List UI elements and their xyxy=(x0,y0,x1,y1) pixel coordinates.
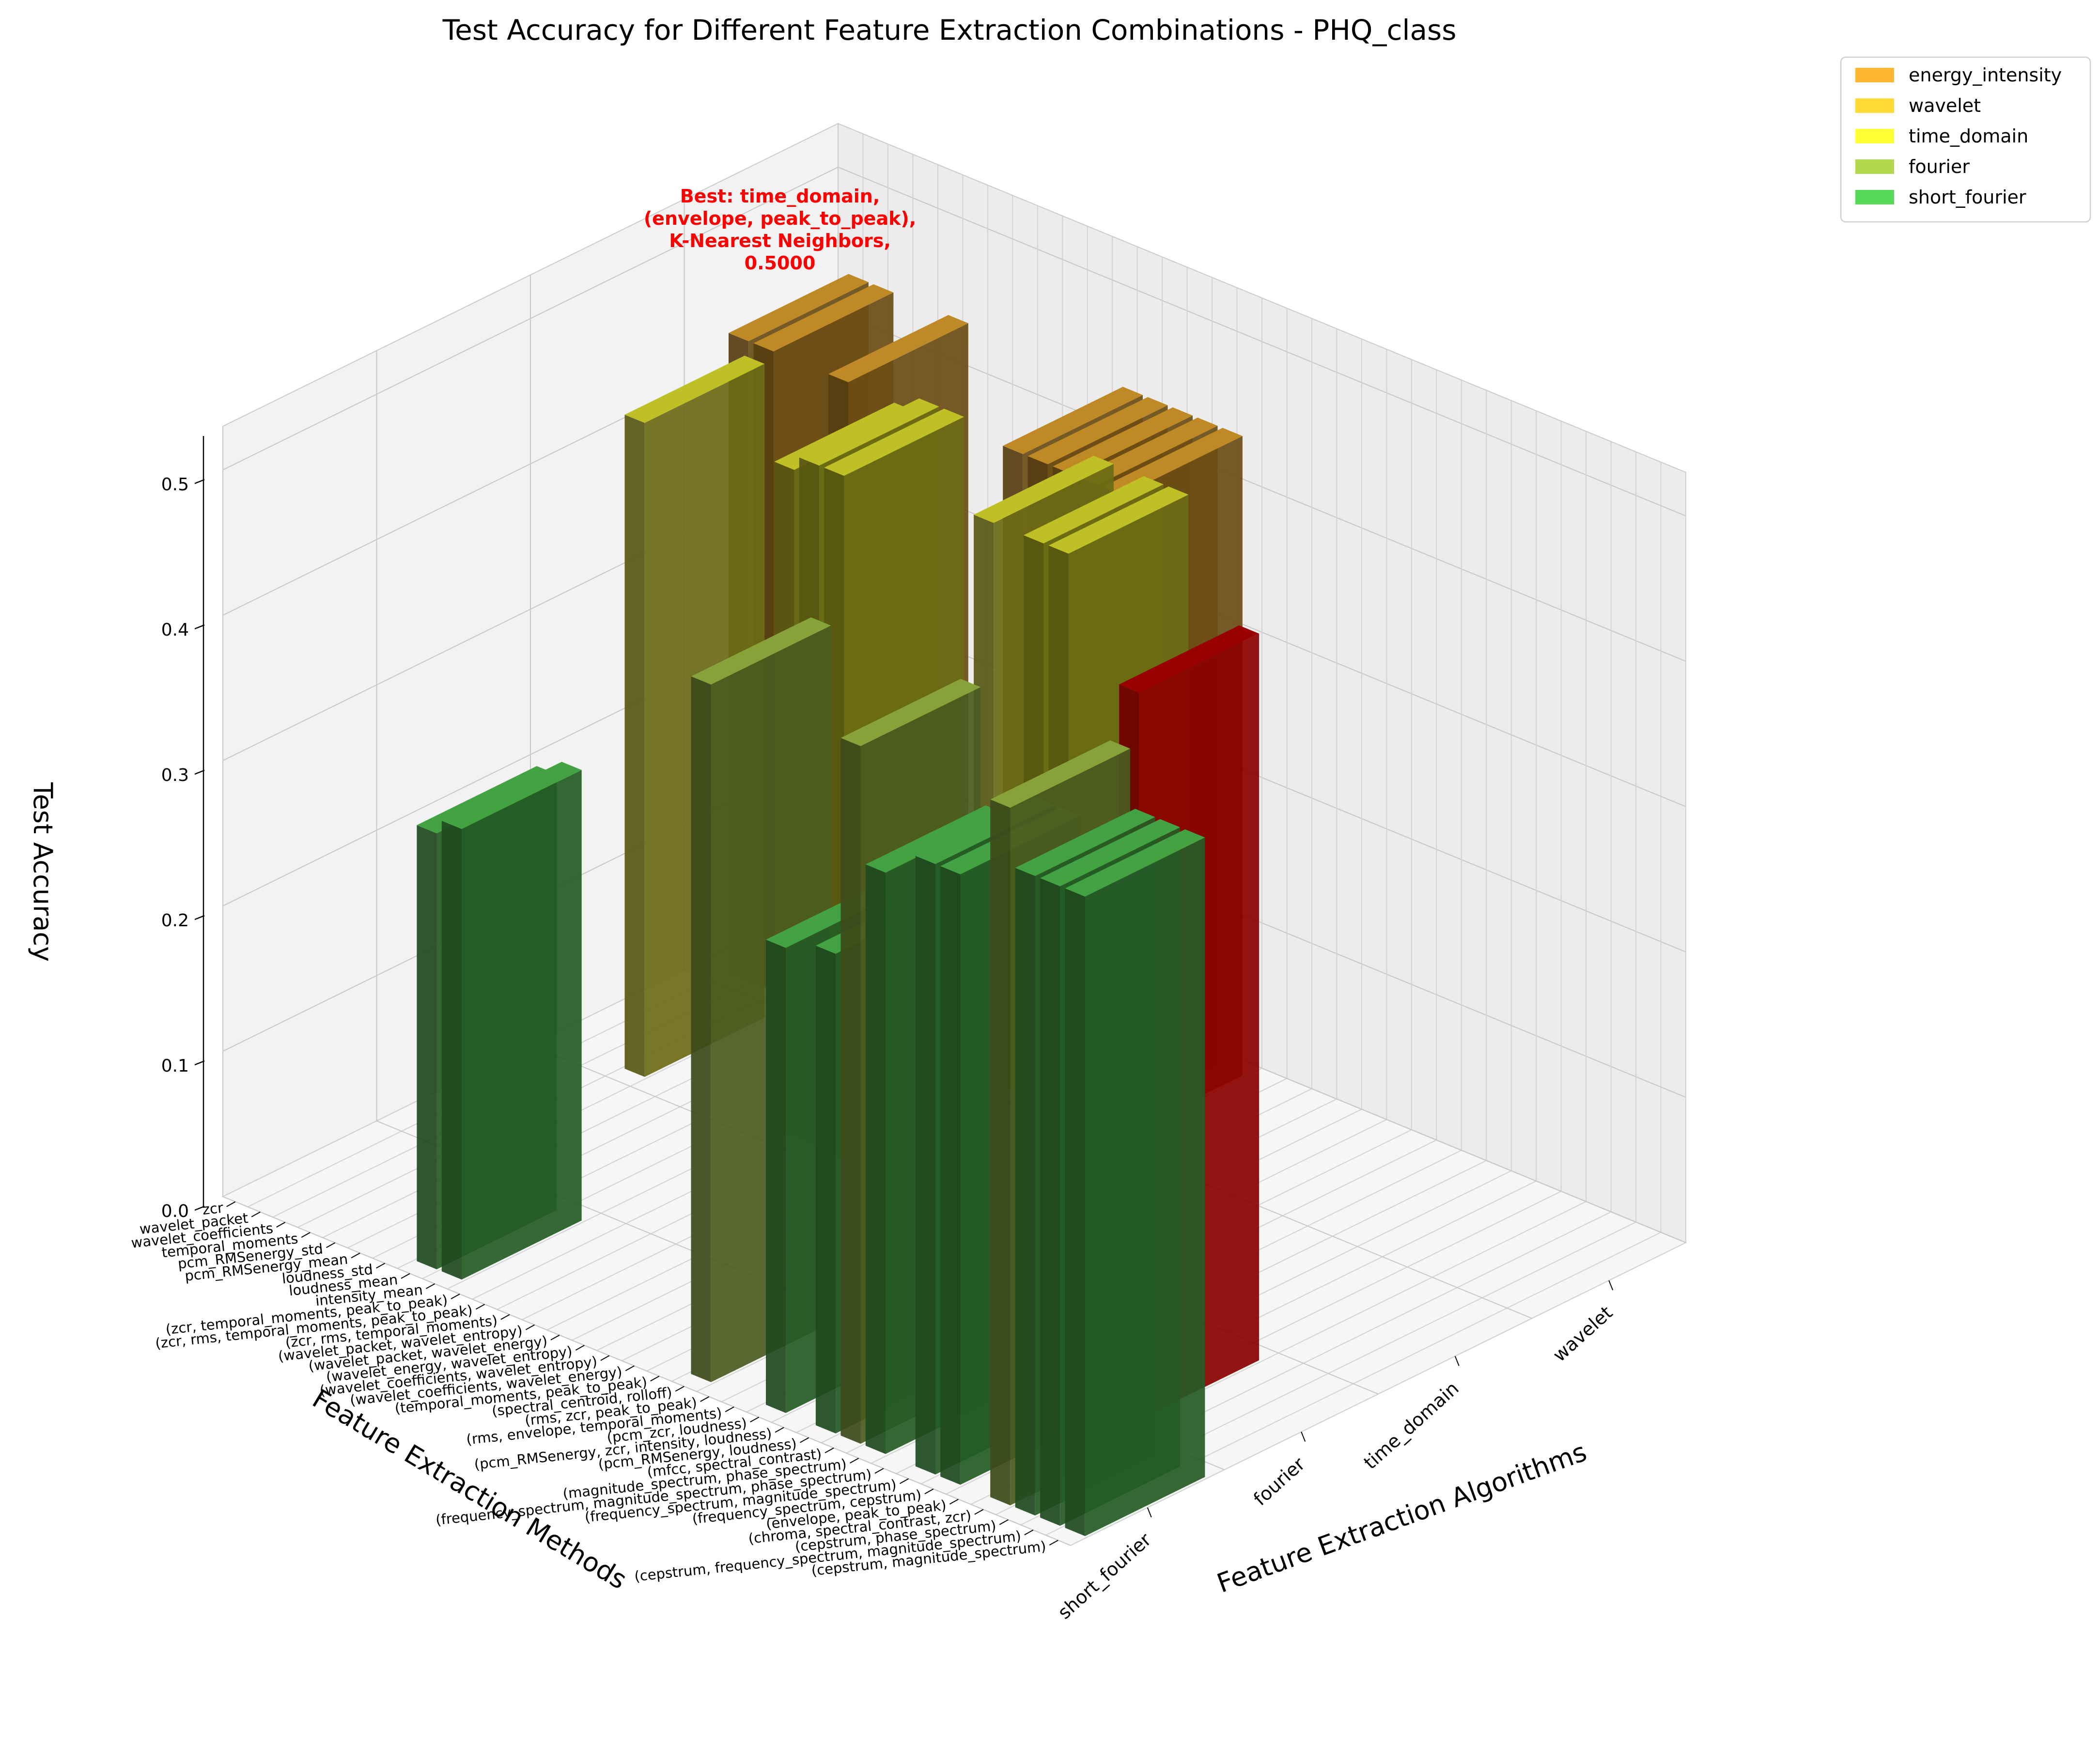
method-tick xyxy=(401,1273,410,1279)
best-annotation-line: 0.5000 xyxy=(745,252,816,274)
method-tick xyxy=(550,1335,560,1340)
method-tick xyxy=(949,1498,959,1505)
z-tick xyxy=(194,624,205,630)
legend-item-energy_intensity: energy_intensity xyxy=(1855,64,2062,86)
algorithm-tick-label: wavelet xyxy=(1549,1302,1617,1366)
method-tick xyxy=(800,1437,809,1443)
method-tick xyxy=(1049,1540,1058,1546)
method-tick xyxy=(226,1201,236,1207)
method-tick xyxy=(750,1417,760,1423)
z-tick-label: 0.4 xyxy=(161,620,189,640)
method-tick xyxy=(850,1458,859,1464)
method-tick xyxy=(475,1304,485,1310)
method-tick xyxy=(276,1222,286,1228)
z-tick xyxy=(194,479,205,484)
legend-frame xyxy=(1840,56,2091,223)
z-tick xyxy=(194,915,205,920)
bar-short_fourier--cepstrum-magnitude-spectrum- xyxy=(1065,829,1205,1536)
legend-item-short_fourier: short_fourier xyxy=(1855,187,2026,208)
legend-label: short_fourier xyxy=(1909,187,2026,208)
method-tick xyxy=(500,1314,510,1320)
legend-swatch xyxy=(1855,98,1894,113)
z-tick-label: 0.1 xyxy=(161,1056,189,1076)
algorithm-tick xyxy=(1147,1507,1152,1518)
method-tick xyxy=(600,1355,610,1361)
x-axis-label: Feature Extraction Algorithms xyxy=(1213,1436,1591,1599)
legend-swatch xyxy=(1855,68,1894,82)
method-tick xyxy=(824,1447,834,1453)
legend-item-wavelet: wavelet xyxy=(1855,95,1981,116)
z-tick-label: 0.5 xyxy=(161,475,189,495)
legend-swatch xyxy=(1855,190,1894,204)
bar-short_fourier-intensity-mean xyxy=(441,762,582,1280)
legend-item-time_domain: time_domain xyxy=(1855,125,2028,147)
best-annotation-line: (envelope, peak_to_peak), xyxy=(644,208,916,229)
method-tick xyxy=(650,1375,660,1382)
legend-label: energy_intensity xyxy=(1909,64,2062,86)
legend-label: fourier xyxy=(1909,156,1970,177)
legend-label: wavelet xyxy=(1909,95,1981,116)
grid-line-algorithm xyxy=(222,426,1071,1546)
method-tick xyxy=(700,1396,710,1402)
legend-item-fourier: fourier xyxy=(1855,156,1970,177)
algorithm-tick xyxy=(1454,1356,1460,1366)
method-tick xyxy=(451,1293,460,1300)
best-annotation-line: K-Nearest Neighbors, xyxy=(669,230,891,251)
chart-title: Test Accuracy for Different Feature Extr… xyxy=(442,14,1457,47)
method-tick xyxy=(251,1211,261,1217)
best-annotation: Best: time_domain,(envelope, peak_to_pea… xyxy=(644,186,916,274)
z-tick xyxy=(194,1060,205,1066)
legend-swatch xyxy=(1855,159,1894,174)
algorithm-tick-label: fourier xyxy=(1249,1453,1309,1510)
best-annotation-line: Best: time_domain, xyxy=(680,186,880,207)
z-tick-label: 0.0 xyxy=(161,1201,189,1221)
algorithm-tick xyxy=(1301,1432,1306,1442)
z-tick-label: 0.3 xyxy=(161,765,189,785)
z-axis-label: Test Accuracy xyxy=(28,782,58,962)
method-tick-label: zcr xyxy=(202,1200,224,1218)
method-tick xyxy=(351,1252,360,1259)
method-tick xyxy=(924,1488,934,1495)
method-tick xyxy=(1024,1529,1034,1536)
method-tick xyxy=(974,1509,984,1515)
algorithm-tick xyxy=(1608,1280,1614,1291)
tick-labels: 0.00.10.20.30.40.5(cepstrum, magnitude_s… xyxy=(130,475,1617,1623)
legend-label: time_domain xyxy=(1909,125,2028,147)
method-tick xyxy=(999,1519,1009,1525)
z-tick xyxy=(194,1205,205,1211)
method-tick xyxy=(899,1478,909,1484)
method-tick xyxy=(575,1345,585,1351)
method-tick xyxy=(301,1232,311,1238)
method-tick xyxy=(874,1468,884,1474)
method-tick xyxy=(675,1386,684,1392)
method-tick xyxy=(326,1242,336,1248)
method-tick xyxy=(725,1406,734,1412)
method-tick xyxy=(525,1324,535,1330)
method-tick xyxy=(426,1283,435,1289)
legend-swatch xyxy=(1855,129,1894,143)
method-tick xyxy=(775,1427,784,1433)
z-tick-label: 0.2 xyxy=(161,911,189,931)
method-tick xyxy=(625,1365,635,1371)
z-tick xyxy=(194,769,205,775)
bars xyxy=(417,274,1259,1536)
method-tick xyxy=(376,1262,386,1269)
